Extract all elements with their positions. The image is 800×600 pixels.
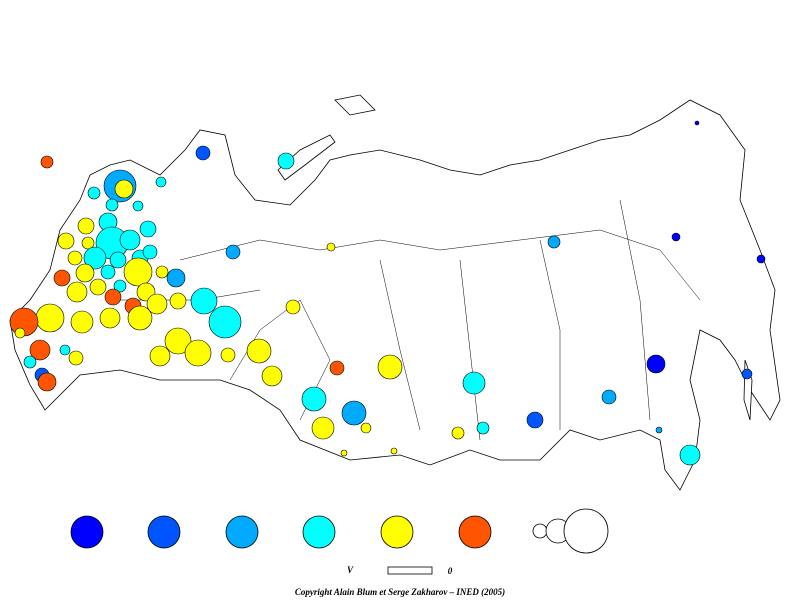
country-outline — [9, 94, 781, 491]
symbols — [9, 120, 766, 466]
symbol-circle — [601, 389, 617, 405]
symbol-circle — [208, 305, 242, 339]
symbol-circle — [646, 354, 666, 374]
symbol-circle — [476, 421, 490, 435]
symbol-circle — [285, 299, 301, 315]
symbol-circle — [114, 179, 134, 199]
symbol-circle — [132, 200, 144, 212]
symbol-circle — [377, 354, 403, 380]
symbol-circle — [75, 263, 95, 283]
symbol-circle — [563, 508, 609, 554]
symbol-circle — [139, 220, 157, 238]
symbol-circle — [526, 411, 544, 429]
symbol-circle — [146, 293, 168, 315]
symbol-circle — [261, 365, 283, 387]
symbol-circle — [68, 350, 84, 366]
symbol-circle — [29, 339, 51, 361]
symbol-circle — [89, 278, 107, 296]
symbol-circle — [390, 447, 398, 455]
symbol-circle — [326, 242, 336, 252]
symbol-circle — [142, 244, 158, 260]
symbol-circle — [756, 254, 766, 264]
symbol-circle — [155, 176, 167, 188]
symbol-circle — [57, 232, 75, 250]
symbol-circle — [190, 287, 218, 315]
symbol-circle — [119, 229, 141, 251]
symbol-circle — [70, 310, 94, 334]
mainland — [9, 99, 781, 491]
symbol-circle — [35, 303, 65, 333]
symbol-circle — [301, 386, 327, 412]
symbol-circle — [99, 307, 121, 329]
symbol-circle — [14, 327, 26, 339]
symbol-circle — [149, 345, 171, 367]
symbol-circle — [105, 198, 119, 212]
symbol-circle — [81, 236, 95, 250]
island — [334, 94, 376, 116]
symbol-circle — [532, 523, 548, 539]
symbol-circle — [458, 515, 492, 549]
symbol-circle — [109, 251, 127, 269]
symbol-circle — [37, 372, 57, 392]
symbol-circle — [302, 515, 336, 549]
symbol-circle — [184, 339, 212, 367]
island — [277, 134, 336, 181]
symbol-circle — [169, 292, 187, 310]
symbol-circle — [195, 145, 211, 161]
symbol-circle — [67, 250, 83, 266]
symbol-circle — [741, 368, 753, 380]
symbol-circle — [83, 246, 107, 270]
symbol-circle — [77, 217, 95, 235]
symbol-circle — [59, 344, 71, 356]
legend-high-label: 0 — [448, 566, 453, 576]
symbol-circle — [246, 338, 272, 364]
symbol-circle — [164, 327, 192, 355]
symbol-circle — [671, 232, 681, 242]
symbol-circle — [123, 257, 153, 287]
symbol-circle — [462, 371, 486, 395]
legend-low-label: V — [347, 565, 354, 575]
symbol-circle — [451, 426, 465, 440]
symbol-circle — [277, 152, 295, 170]
symbol-circle — [225, 244, 241, 260]
symbol-circle — [127, 305, 153, 331]
symbol-circle — [40, 155, 54, 169]
symbol-circle — [655, 426, 663, 434]
symbol-circle — [166, 268, 186, 288]
symbol-circle — [547, 235, 561, 249]
symbol-circle — [147, 515, 181, 549]
symbol-circle — [70, 515, 104, 549]
symbol-circle — [155, 265, 169, 279]
symbol-circle — [220, 347, 236, 363]
regions — [120, 199, 701, 441]
symbol-circle — [23, 355, 37, 369]
symbol-circle — [311, 416, 335, 440]
symbol-circle — [341, 400, 367, 426]
symbol-circle — [104, 288, 122, 306]
symbol-circle — [87, 186, 101, 200]
symbol-circle — [225, 515, 259, 549]
copyright: Copyright Alain Blum et Serge Zakharov –… — [295, 587, 505, 597]
symbol-circle — [100, 264, 116, 280]
legend — [70, 508, 609, 554]
symbol-circle — [679, 444, 701, 466]
symbol-circle — [66, 281, 88, 303]
symbol-circle — [329, 360, 345, 376]
legend-bar — [387, 566, 433, 575]
symbol-circle — [113, 279, 127, 293]
symbol-circle — [380, 515, 414, 549]
symbol-circle — [694, 120, 700, 126]
symbol-circle — [340, 449, 348, 457]
symbol-circle — [53, 269, 71, 287]
symbol-circle — [360, 422, 372, 434]
